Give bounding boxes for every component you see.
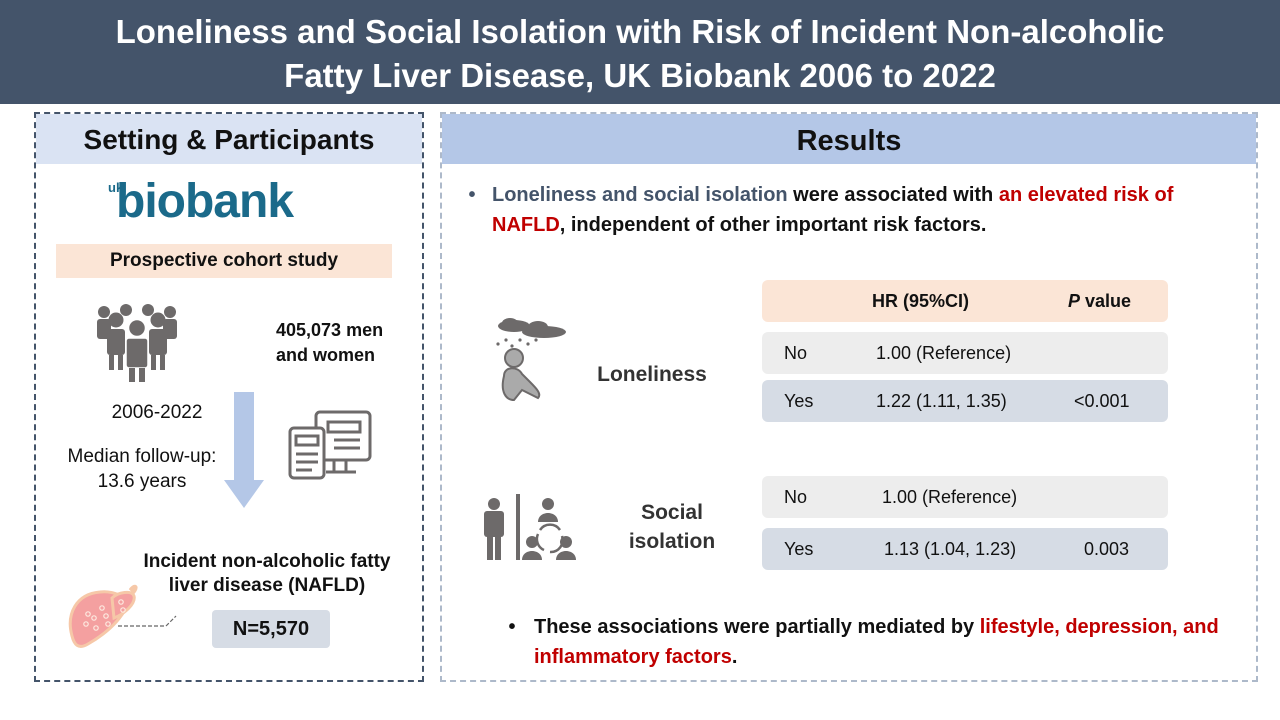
sad-person-rain-icon — [496, 318, 566, 402]
hr-table-header: HR (95%CI) P value — [762, 280, 1168, 322]
down-arrow-icon — [224, 392, 264, 508]
finding-bullet-1: • Loneliness and social isolation were a… — [462, 180, 1252, 240]
outcome-label: Incident non-alcoholic fatty liver disea… — [143, 551, 391, 596]
logo-word: biobank — [116, 175, 294, 228]
table-row: No 1.00 (Reference) — [762, 476, 1168, 518]
study-period: 2006-2022 — [111, 402, 203, 423]
group-label-loneliness: Loneliness — [597, 363, 707, 386]
finding-bullet-2: • These associations were partially medi… — [502, 612, 1242, 672]
study-type-badge: Prospective cohort study — [56, 244, 392, 278]
liver-icon — [68, 584, 177, 648]
bullet-icon: • — [508, 616, 516, 638]
group-label-social-isolation: Social isolation — [628, 501, 716, 553]
median-followup: Median follow-up: 13.6 years — [67, 446, 217, 492]
title-line-2: Fatty Liver Disease, UK Biobank 2006 to … — [284, 57, 996, 94]
table-row: Yes 1.22 (1.11, 1.35) <0.001 — [762, 380, 1168, 422]
isolated-person-icon — [484, 494, 576, 560]
case-count-badge: N=5,570 — [212, 610, 330, 648]
page-header: Loneliness and Social Isolation with Ris… — [0, 0, 1280, 104]
logo-uk: uk — [108, 180, 124, 195]
col-hr: HR (95%CI) — [872, 291, 970, 311]
people-group-icon — [97, 304, 177, 382]
col-p-value: P value — [1068, 291, 1132, 311]
title-line-1: Loneliness and Social Isolation with Ris… — [115, 13, 1165, 50]
setting-participants-panel: Setting & Participants uk biobank Prospe… — [34, 112, 424, 682]
panel-title: Results — [442, 114, 1256, 164]
table-row: Yes 1.13 (1.04, 1.23) 0.003 — [762, 528, 1168, 570]
results-panel: Results • Loneliness and social isolatio… — [440, 112, 1258, 682]
bullet-icon: • — [468, 184, 476, 206]
computer-records-icon — [288, 410, 372, 480]
panel-title: Setting & Participants — [36, 114, 422, 164]
participants-count: 405,073 men and women — [276, 320, 384, 365]
table-row: No 1.00 (Reference) — [762, 332, 1168, 374]
